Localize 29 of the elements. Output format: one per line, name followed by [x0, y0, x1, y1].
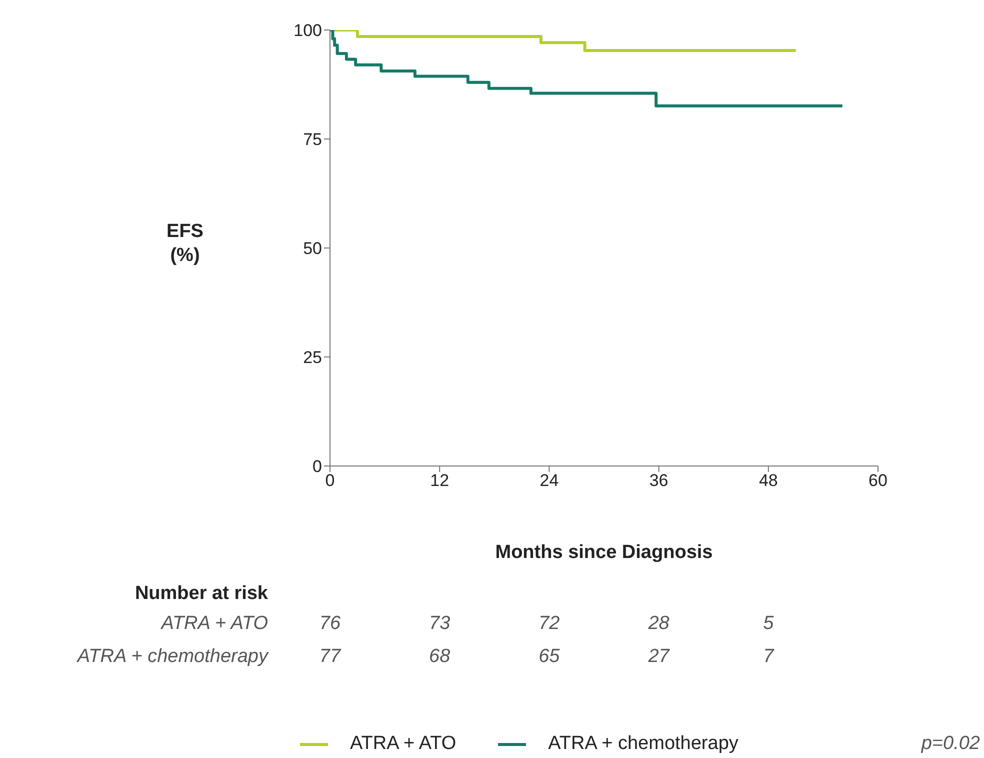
y-axis-title: EFS (%)	[166, 221, 204, 266]
x-tick-label: 24	[540, 471, 559, 490]
text: 7	[762, 646, 776, 668]
text: 76	[318, 613, 342, 635]
text: ATRA + ATO	[161, 613, 268, 635]
x-tick-label: 36	[649, 471, 668, 490]
y-tick-label: 50	[303, 239, 322, 258]
x-tick-label: 60	[868, 471, 888, 490]
y-tick-label: 100	[294, 21, 322, 40]
text: Number at risk	[134, 583, 268, 605]
text: p=0.02	[921, 733, 980, 755]
text: 77	[318, 646, 342, 668]
legend-label: ATRA + chemotherapy	[548, 733, 738, 755]
y-tick-label: 25	[303, 348, 322, 368]
text: 73	[428, 613, 452, 635]
x-tick-label: 12	[430, 471, 450, 490]
x-tick-label: 48	[758, 471, 778, 490]
text: 5	[762, 613, 775, 635]
legend-label: ATRA + ATO	[350, 733, 456, 755]
text: 27	[647, 646, 671, 668]
text: 65	[538, 646, 561, 668]
text: ATRA + chemotherapy	[77, 646, 268, 668]
text: 68	[428, 646, 452, 668]
y-tick-label: 75	[303, 130, 322, 150]
x-axis-title: Months since Diagnosis	[495, 542, 713, 563]
y-tick-label: 0	[312, 457, 322, 476]
text: 28	[647, 613, 670, 635]
text: 72	[538, 613, 561, 635]
x-tick-label: 0	[325, 471, 335, 490]
